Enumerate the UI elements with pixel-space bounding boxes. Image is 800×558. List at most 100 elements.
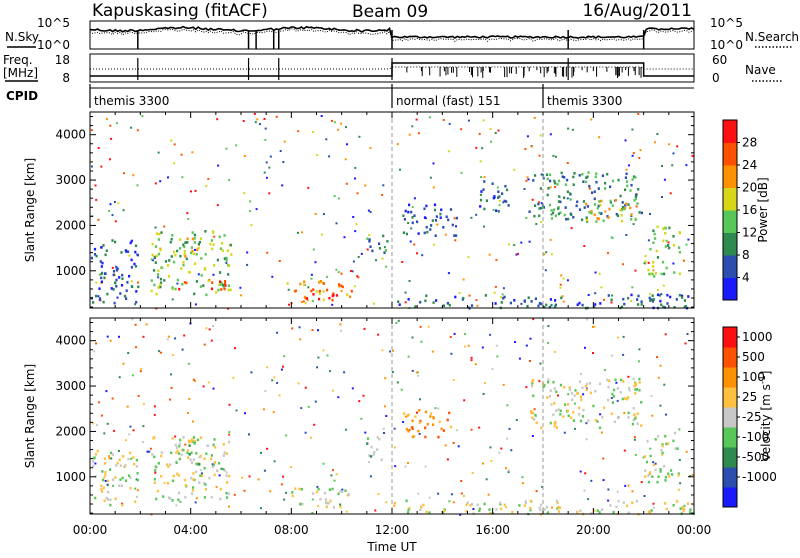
noise-cell — [607, 488, 610, 491]
scatter-cell — [607, 294, 610, 297]
noise-cell — [415, 371, 418, 374]
scatter-cell — [626, 397, 629, 401]
scatter-cell — [687, 295, 690, 298]
scatter-cell — [677, 472, 680, 475]
noise-cell — [615, 381, 618, 384]
scatter-cell — [405, 232, 408, 236]
scatter-cell — [553, 208, 556, 212]
noise-cell — [468, 294, 471, 297]
noise-cell — [407, 462, 409, 464]
noise-cell — [476, 304, 479, 307]
scatter-cell — [137, 285, 140, 289]
scatter-cell — [178, 491, 181, 495]
scatter-cell — [627, 511, 630, 515]
scatter-cell — [667, 442, 670, 445]
scatter-cell — [104, 471, 107, 474]
noise-cell — [345, 126, 347, 129]
noise-cell — [549, 133, 552, 136]
scatter-cell — [198, 455, 201, 459]
noise-cell — [285, 434, 288, 437]
noise-cell — [141, 115, 144, 118]
scatter-cell — [546, 511, 549, 514]
noise-cell — [246, 251, 249, 254]
scatter-cell — [347, 493, 350, 496]
scatter-cell — [569, 192, 572, 195]
scatter-cell — [633, 199, 636, 202]
scatter-cell — [369, 245, 372, 248]
noise-cell — [520, 302, 523, 305]
noise-cell — [187, 218, 190, 220]
noise-cell — [343, 236, 346, 239]
noise-cell — [554, 186, 557, 188]
noise-cell — [271, 275, 274, 278]
scatter-cell — [425, 204, 428, 208]
noise-cell — [228, 403, 231, 406]
scatter-cell — [435, 215, 438, 218]
scatter-cell — [406, 511, 410, 514]
scatter-cell — [113, 301, 116, 305]
scatter-cell — [586, 382, 589, 386]
scatter-cell — [196, 438, 200, 442]
freq-label-2: [MHz] — [3, 66, 38, 80]
noise-cell — [358, 135, 361, 138]
noise-cell — [632, 152, 635, 155]
scatter-cell — [111, 239, 114, 242]
scatter-cell — [669, 295, 672, 299]
noise-cell — [175, 504, 178, 507]
colorbar-segment — [723, 187, 737, 211]
scatter-cell — [111, 478, 115, 481]
scatter-cell — [687, 502, 690, 505]
scatter-cell — [429, 415, 432, 418]
scatter-cell — [380, 458, 383, 462]
noise-cell — [192, 378, 195, 381]
noise-cell — [263, 469, 266, 472]
noise-cell — [566, 162, 569, 164]
scatter-cell — [637, 303, 640, 306]
scatter-cell — [332, 292, 335, 295]
scatter-cell — [507, 204, 510, 207]
noise-cell — [176, 282, 179, 285]
noise-cell — [521, 476, 524, 479]
scatter-cell — [214, 446, 217, 449]
scatter-cell — [169, 463, 172, 466]
scatter-cell — [223, 234, 226, 237]
noise-cell — [508, 243, 511, 246]
scatter-cell — [155, 232, 158, 236]
scatter-cell — [563, 196, 566, 200]
x-tick-label: 08:00 — [274, 523, 309, 537]
noise-cell — [415, 118, 418, 121]
scatter-cell — [426, 230, 429, 234]
noise-cell — [381, 349, 384, 352]
scatter-cell — [601, 174, 604, 177]
y-tick-label: 1000 — [55, 470, 86, 484]
scatter-cell — [101, 478, 105, 482]
noise-cell — [364, 184, 367, 187]
scatter-cell — [650, 509, 653, 512]
noise-cell — [207, 177, 210, 180]
scatter-cell — [92, 456, 95, 460]
noise-cell — [269, 490, 272, 493]
scatter-cell — [598, 426, 602, 430]
noise-cell — [330, 474, 333, 477]
scatter-cell — [660, 448, 663, 452]
noise-cell — [234, 347, 236, 350]
scatter-cell — [222, 468, 225, 471]
scatter-cell — [190, 440, 193, 443]
scatter-cell — [397, 300, 400, 303]
scatter-cell — [424, 410, 428, 414]
scatter-cell — [198, 240, 201, 244]
noise-cell — [260, 507, 262, 510]
noise-cell — [311, 300, 314, 302]
noise-cell — [366, 248, 369, 251]
noise-cell — [409, 240, 412, 243]
freq-tick-low: 8 — [62, 71, 70, 85]
scatter-cell — [186, 449, 189, 452]
scatter-cell — [184, 241, 187, 244]
noise-cell — [110, 457, 113, 460]
scatter-cell — [227, 284, 230, 288]
scatter-cell — [203, 481, 206, 485]
noise-cell — [533, 408, 536, 411]
noise-cell — [134, 487, 137, 490]
scatter-cell — [556, 501, 559, 505]
scatter-cell — [170, 451, 173, 455]
